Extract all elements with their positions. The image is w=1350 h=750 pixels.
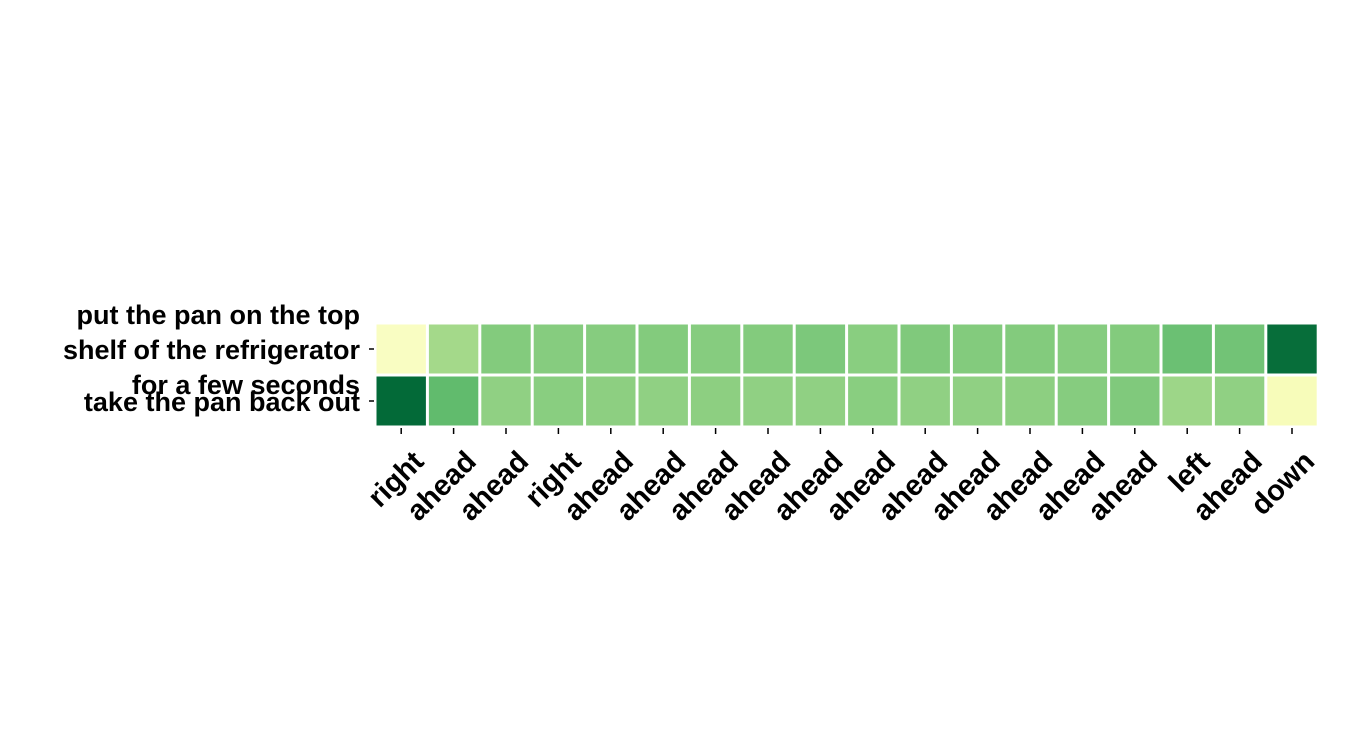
heatmap-cell-r0-c16 bbox=[1214, 324, 1265, 374]
heatmap-cell-r0-c8 bbox=[795, 324, 846, 374]
heatmap-cell-r0-c5 bbox=[638, 324, 688, 374]
heatmap-cell-r0-c1 bbox=[428, 324, 479, 374]
heatmap-cell-r0-c2 bbox=[481, 324, 531, 374]
heatmap-cell-r1-c11 bbox=[952, 376, 1003, 426]
heatmap-cell-r0-c15 bbox=[1162, 324, 1212, 374]
heatmap-cells bbox=[376, 324, 1317, 426]
x-axis: rightaheadaheadrightaheadaheadaheadahead… bbox=[362, 428, 1321, 527]
heatmap-cell-r0-c10 bbox=[900, 324, 950, 374]
heatmap-cell-r0-c3 bbox=[533, 324, 584, 374]
heatmap-cell-r0-c9 bbox=[848, 324, 898, 374]
y-axis: put the pan on the top shelf of the refri… bbox=[63, 300, 374, 417]
heatmap-cell-r1-c1 bbox=[428, 376, 479, 426]
heatmap-cell-r1-c15 bbox=[1162, 376, 1212, 426]
heatmap-cell-r1-c3 bbox=[533, 376, 584, 426]
heatmap-cell-r0-c11 bbox=[952, 324, 1003, 374]
heatmap-cell-r0-c7 bbox=[743, 324, 793, 374]
heatmap-cell-r0-c14 bbox=[1110, 324, 1160, 374]
heatmap-cell-r0-c13 bbox=[1057, 324, 1108, 374]
heatmap-cell-r0-c17 bbox=[1267, 324, 1317, 374]
y-tick-label-1: take the pan back out bbox=[84, 387, 360, 417]
heatmap-cell-r1-c17 bbox=[1267, 376, 1317, 426]
heatmap-cell-r0-c0 bbox=[376, 324, 426, 374]
heatmap-cell-r1-c2 bbox=[481, 376, 531, 426]
heatmap-cell-r1-c0 bbox=[376, 376, 426, 426]
heatmap-cell-r1-c8 bbox=[795, 376, 846, 426]
heatmap-cell-r0-c4 bbox=[586, 324, 636, 374]
heatmap-cell-r1-c14 bbox=[1110, 376, 1160, 426]
heatmap-cell-r1-c9 bbox=[848, 376, 898, 426]
heatmap-cell-r0-c6 bbox=[690, 324, 741, 374]
heatmap-cell-r1-c10 bbox=[900, 376, 950, 426]
heatmap-cell-r1-c12 bbox=[1005, 376, 1055, 426]
heatmap-cell-r1-c16 bbox=[1214, 376, 1265, 426]
heatmap-cell-r1-c6 bbox=[690, 376, 741, 426]
heatmap-cell-r0-c12 bbox=[1005, 324, 1055, 374]
heatmap-cell-r1-c7 bbox=[743, 376, 793, 426]
heatmap-cell-r1-c13 bbox=[1057, 376, 1108, 426]
y-tick-label-0: put the pan on the top shelf of the refri… bbox=[63, 300, 361, 400]
heatmap-cell-r1-c4 bbox=[586, 376, 636, 426]
heatmap-cell-r1-c5 bbox=[638, 376, 688, 426]
